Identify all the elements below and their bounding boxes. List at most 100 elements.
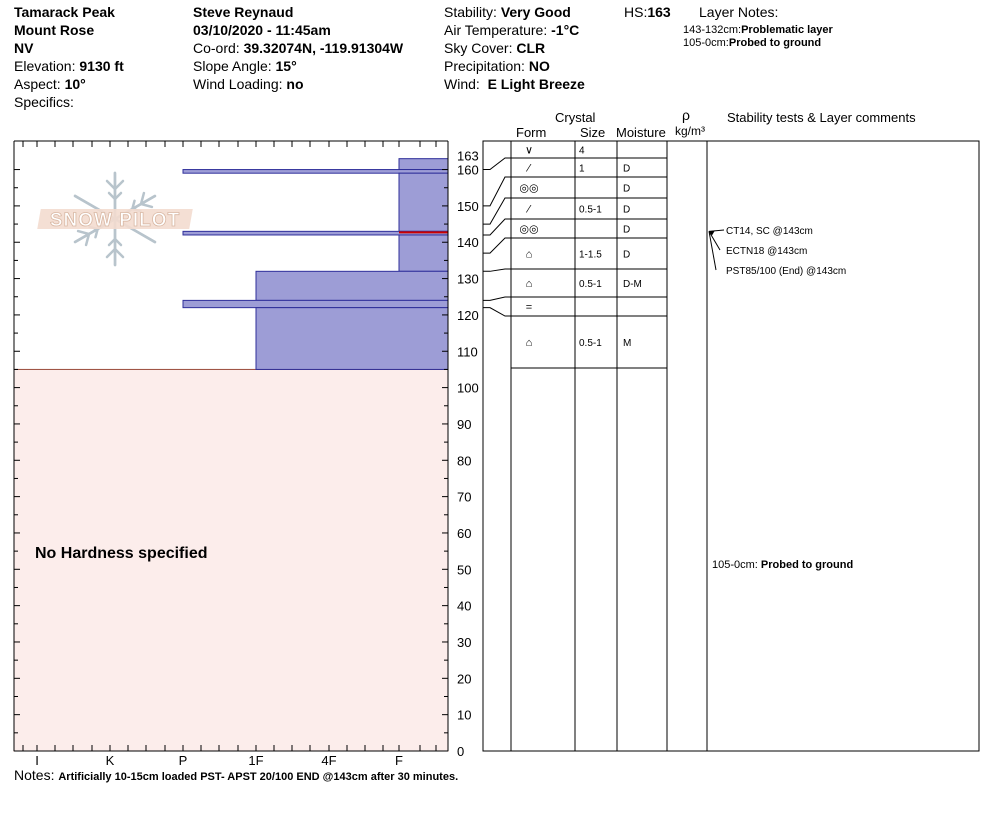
stability-test-label: ECTN18 @143cm — [726, 246, 807, 257]
svg-text:SNOW PILOT: SNOW PILOT — [50, 210, 180, 231]
crystal-size: 1-1.5 — [579, 250, 602, 261]
form-header: Form — [516, 125, 547, 140]
layer-moisture: D-M — [623, 279, 642, 290]
axes: I K P 1F 4F F 0 10 20 30 40 50 60 70 80 90 100 110 120 130 1… — [13, 140, 479, 768]
layer-note-item: 105-0cm:Probed to ground — [683, 37, 822, 49]
size-header: Size — [580, 125, 606, 140]
stability-tests: CT14, SC @143cm ECTN18 @143cm PST85/100 (E… — [708, 226, 846, 277]
elevation: Elevation: 9130 ft — [14, 58, 124, 74]
layer-connector — [483, 268, 511, 272]
layer-notes-title: Layer Notes: — [699, 4, 779, 20]
notes: Notes: Artificially 10-15cm loaded PST- … — [14, 767, 459, 783]
hardness-bar — [255, 307, 449, 370]
y-tick-label: 40 — [457, 599, 471, 614]
y-tick-label: 70 — [457, 490, 471, 505]
observer-name: Steve Reynaud — [193, 4, 294, 20]
hardness-tick-label: P — [179, 753, 188, 768]
hardness-layers — [13, 158, 449, 752]
y-tick-label: 50 — [457, 562, 471, 577]
table-border — [482, 140, 980, 752]
snow-height: HS:163 — [624, 4, 671, 20]
hardness-tick-label: I — [35, 753, 39, 768]
hardness-tick-label: K — [106, 753, 115, 768]
hardness-tick-label: 4F — [321, 753, 336, 768]
aspect: Aspect: 10° — [14, 76, 86, 92]
crystal-size: 4 — [579, 146, 585, 157]
layer-connector — [483, 307, 511, 317]
y-tick-label: 150 — [457, 199, 479, 214]
y-tick-label: 130 — [457, 272, 479, 287]
layer-connector — [483, 176, 511, 207]
y-tick-label: 80 — [457, 453, 471, 468]
hardness-tick-label: F — [395, 753, 403, 768]
y-tick-label: 110 — [457, 344, 478, 359]
y-tick-label: 163 — [457, 149, 479, 164]
stability-test-arrow — [708, 231, 721, 251]
range-name: Mount Rose — [14, 22, 95, 38]
y-tick-label: 0 — [457, 744, 464, 759]
sky-cover: Sky Cover: CLR — [444, 40, 546, 56]
slope-angle: Slope Angle: 15° — [193, 58, 297, 74]
y-tick-label: 30 — [457, 635, 471, 650]
crystal-form-symbol: ⁄ — [525, 204, 532, 216]
layer-table: ∨ 4 ⁄ 1 D ◎◎ D ⁄ 0.5-1 D ◎◎ D ⌂ 1-1.5 D ⌂ 0.5-1 D-M = ⌂ 0.5-… — [482, 140, 980, 752]
hardness-bar — [398, 234, 449, 272]
specifics: Specifics: — [14, 94, 74, 110]
moisture-header: Moisture — [616, 125, 666, 140]
y-tick-label: 140 — [457, 235, 479, 250]
layer-connector — [483, 296, 511, 301]
layer-connector — [483, 197, 511, 225]
snowpilot-logo: SNOW PILOT — [37, 160, 193, 278]
layer-connector — [483, 157, 511, 171]
hardness-bar — [398, 172, 449, 232]
y-tick-label: 20 — [457, 671, 471, 686]
y-tick-label: 10 — [457, 708, 471, 723]
hardness-bar — [182, 169, 449, 174]
layer-moisture: M — [623, 338, 631, 349]
layer-moisture: D — [623, 205, 630, 216]
crystal-size: 1 — [579, 164, 585, 175]
y-tick-label: 120 — [457, 308, 479, 323]
density-symbol: ρ — [682, 107, 690, 123]
coordinates: Co-ord: 39.32074N, -119.91304W — [193, 40, 404, 56]
crystal-form-symbol: ⌂ — [526, 249, 533, 261]
crystal-form-symbol: ∨ — [525, 145, 533, 157]
hardness-tick-label: 1F — [248, 753, 263, 768]
layer-moisture: D — [623, 184, 630, 195]
y-tick-label: 60 — [457, 526, 471, 541]
comments-header: Stability tests & Layer comments — [727, 110, 916, 125]
crystal-size: 0.5-1 — [579, 338, 602, 349]
crystal-header: Crystal — [555, 110, 596, 125]
crystal-form-symbol: ⌂ — [526, 337, 533, 349]
precipitation: Precipitation: NO — [444, 58, 550, 74]
layer-connector — [483, 237, 511, 254]
layer-connector — [483, 218, 511, 236]
layer-moisture: D — [623, 164, 630, 175]
stability-test-arrow — [708, 231, 717, 271]
y-tick-label: 160 — [457, 163, 479, 178]
site-name: Tamarack Peak — [14, 4, 115, 20]
crystal-size: 0.5-1 — [579, 205, 602, 216]
wind-loading: Wind Loading: no — [193, 76, 304, 92]
crystal-form-symbol: ⌂ — [526, 278, 533, 290]
stability-test-label: PST85/100 (End) @143cm — [726, 266, 846, 277]
wind: Wind: E Light Breeze — [444, 76, 585, 92]
state: NV — [14, 40, 34, 56]
density-unit: kg/m³ — [675, 124, 705, 138]
probe-note: 105-0cm: Probed to ground — [712, 559, 854, 571]
crystal-size: 0.5-1 — [579, 279, 602, 290]
hardness-bar — [398, 158, 449, 171]
stability: Stability: Very Good — [444, 4, 571, 20]
hardness-bar — [182, 299, 449, 309]
crystal-form-symbol: ◎◎ — [519, 224, 538, 236]
crystal-form-symbol: = — [526, 302, 532, 314]
y-tick-label: 90 — [457, 417, 471, 432]
no-hardness-label: No Hardness specified — [35, 545, 208, 562]
crystal-form-symbol: ◎◎ — [519, 183, 538, 195]
observation-datetime: 03/10/2020 - 11:45am — [193, 22, 331, 38]
stability-test-label: CT14, SC @143cm — [726, 226, 813, 237]
arrow-head — [709, 230, 715, 236]
layer-moisture: D — [623, 250, 630, 261]
layer-moisture: D — [623, 225, 630, 236]
